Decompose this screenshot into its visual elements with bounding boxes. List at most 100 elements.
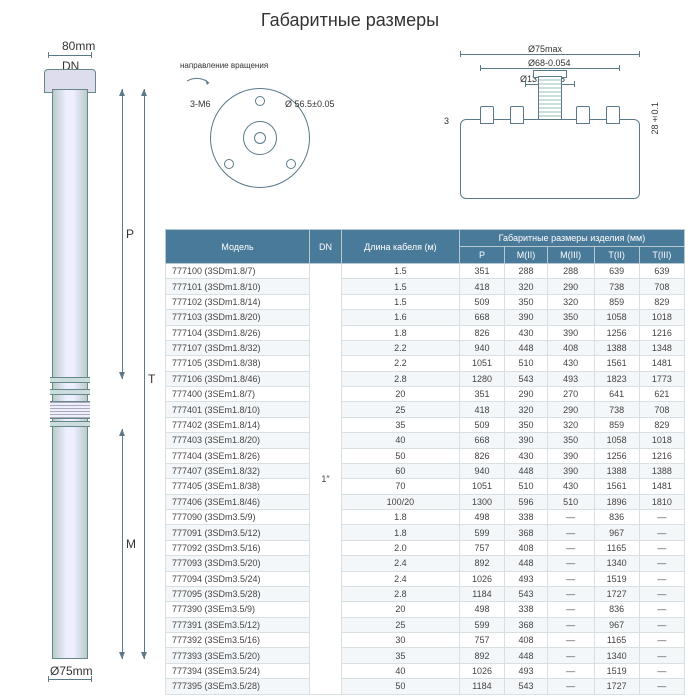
table-row: 777104 (3SDm1.8/26)1.882643039012561216	[166, 325, 685, 340]
th-t3: T(III)	[639, 247, 684, 264]
cell-m2: 390	[505, 433, 548, 448]
cell-cable: 100/20	[341, 494, 459, 509]
cell-t2: 738	[594, 402, 639, 417]
cell-t3: —	[639, 648, 684, 663]
table-row: 777392 (3SEm3.5/16)30757408—1165—	[166, 633, 685, 648]
cell-p: 826	[459, 325, 504, 340]
cell-t2: 1561	[594, 479, 639, 494]
cell-p: 1300	[459, 494, 504, 509]
flange-center-icon	[254, 132, 266, 144]
cell-m2: 408	[505, 633, 548, 648]
cell-cable: 2.2	[341, 356, 459, 371]
cell-t3: 1348	[639, 340, 684, 355]
pump-width-label: 80mm	[62, 39, 95, 53]
cell-cable: 2.4	[341, 571, 459, 586]
cell-t2: 1727	[594, 679, 639, 694]
cell-m2: 448	[505, 648, 548, 663]
cell-model: 777390 (3SEm3.5/9)	[166, 602, 310, 617]
table-row: 777401 (3SEm1.8/10)25418320290738708	[166, 402, 685, 417]
cell-m2: 448	[505, 556, 548, 571]
cell-cable: 70	[341, 479, 459, 494]
cell-t3: 708	[639, 279, 684, 294]
th-m3: M(III)	[547, 247, 594, 264]
flange-hole-2	[224, 159, 234, 169]
cell-t3: 621	[639, 387, 684, 402]
cell-m3: 290	[547, 402, 594, 417]
cell-m2: 543	[505, 586, 548, 601]
cell-m3: —	[547, 648, 594, 663]
dim-t-label: T	[148, 372, 155, 386]
cell-m3: —	[547, 510, 594, 525]
cell-cable: 2.8	[341, 586, 459, 601]
cell-m3: 320	[547, 417, 594, 432]
cell-m2: 430	[505, 325, 548, 340]
dim-m-line	[122, 429, 123, 659]
cell-t3: 708	[639, 402, 684, 417]
pump-dia-dim	[48, 679, 92, 680]
cell-t2: 738	[594, 279, 639, 294]
cell-cable: 40	[341, 433, 459, 448]
cell-p: 757	[459, 540, 504, 555]
flange-hole-3	[286, 159, 296, 169]
cell-cable: 30	[341, 633, 459, 648]
cell-m3: 320	[547, 294, 594, 309]
cell-cable: 35	[341, 417, 459, 432]
motor-d75-label: Ø75max	[528, 44, 562, 54]
cell-t2: 1058	[594, 310, 639, 325]
dim-m-label: M	[126, 537, 136, 551]
dim-t-line	[144, 89, 145, 659]
cell-m2: 493	[505, 571, 548, 586]
cell-p: 599	[459, 525, 504, 540]
cell-model: 777100 (3SDm1.8/7)	[166, 264, 310, 279]
cell-t2: 836	[594, 602, 639, 617]
cell-m2: 338	[505, 602, 548, 617]
pump-diagram: 80mm DN P T M Ø75mm	[12, 39, 132, 679]
table-row: 777395 (3SEm3.5/28)501184543—1727—	[166, 679, 685, 694]
cell-model: 777393 (3SEm3.5/20)	[166, 648, 310, 663]
cell-p: 757	[459, 633, 504, 648]
cell-m3: —	[547, 556, 594, 571]
cell-model: 777093 (3SDm3.5/20)	[166, 556, 310, 571]
cell-cable: 20	[341, 602, 459, 617]
cell-m2: 493	[505, 663, 548, 678]
table-row: 777391 (3SEm3.5/12)25599368—967—	[166, 617, 685, 632]
pump-body-icon	[52, 89, 88, 659]
cell-t2: 836	[594, 510, 639, 525]
th-dims-group: Габаритные размеры изделия (мм)	[459, 230, 684, 247]
cell-t2: 1727	[594, 586, 639, 601]
cell-model: 777407 (3SEm1.8/32)	[166, 463, 310, 478]
cell-cable: 35	[341, 648, 459, 663]
cell-cable: 1.5	[341, 279, 459, 294]
cell-cable: 1.8	[341, 525, 459, 540]
th-m2: M(II)	[505, 247, 548, 264]
table-row: 777406 (3SEm1.8/46)100/20130059651018961…	[166, 494, 685, 509]
cell-cable: 60	[341, 463, 459, 478]
cell-cable: 1.5	[341, 294, 459, 309]
cell-t3: —	[639, 571, 684, 586]
cell-t2: 859	[594, 294, 639, 309]
motor-h28-label: 28±0.1	[650, 102, 660, 135]
rotation-arrow-icon	[185, 73, 215, 98]
cell-p: 892	[459, 648, 504, 663]
cell-t3: 1481	[639, 479, 684, 494]
cell-model: 777102 (3SDm1.8/14)	[166, 294, 310, 309]
cell-m2: 430	[505, 448, 548, 463]
cell-t3: —	[639, 556, 684, 571]
motor-shaft-icon	[538, 76, 562, 122]
cell-cable: 1.8	[341, 510, 459, 525]
cell-t3: 1810	[639, 494, 684, 509]
cell-cable: 2.8	[341, 371, 459, 386]
table-row: 777103 (3SDm1.8/20)1.666839035010581018	[166, 310, 685, 325]
table-row: 777106 (3SDm1.8/46)2.8128054349318231773	[166, 371, 685, 386]
table-row: 777402 (3SEm1.8/14)35509350320859829	[166, 417, 685, 432]
table-row: 777390 (3SEm3.5/9)20498338—836—	[166, 602, 685, 617]
pump-dia-label: Ø75mm	[50, 664, 93, 678]
cell-t2: 641	[594, 387, 639, 402]
cell-m3: 288	[547, 264, 594, 279]
flange-m6-label: 3-M6	[190, 99, 211, 109]
cell-t3: 829	[639, 417, 684, 432]
cell-p: 940	[459, 463, 504, 478]
cell-p: 498	[459, 602, 504, 617]
cell-model: 777104 (3SDm1.8/26)	[166, 325, 310, 340]
cell-cable: 2.0	[341, 540, 459, 555]
